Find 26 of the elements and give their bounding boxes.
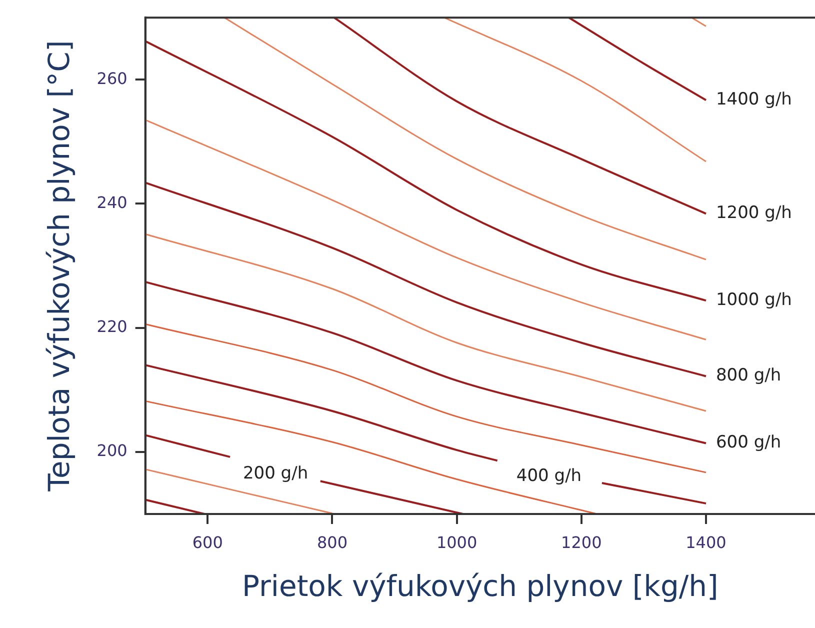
series-label: 600 g/h [716,432,782,453]
line-series [145,119,707,340]
line-series [224,18,707,260]
x-tick-label: 1400 [686,532,726,552]
x-tick-label: 600 [192,532,223,552]
series-label: 1000 g/h [716,290,792,310]
series-label: 200 g/h [242,463,308,484]
series-label: 1200 g/h [716,203,792,224]
y-tick-label: 260 [96,68,128,88]
line-series [145,40,707,302]
series-label: 800 g/h [716,366,782,386]
line-series [145,182,707,378]
line-series [145,400,598,514]
y-tick-label: 240 [96,192,128,212]
series-label: 400 g/h [516,466,582,486]
y-tick-label: 220 [96,317,128,336]
y-tick-label: 200 [96,441,128,460]
x-axis-title: Prietok výfukových plynov [kg/h] [242,569,718,604]
line-series [145,233,707,412]
line-series [145,280,707,444]
x-tick-label: 1200 [561,532,602,552]
y-axis-title: Teplota výfukových plynov [°C] [42,40,76,492]
series-label: 1400 g/h [716,90,792,110]
line-series [333,18,707,215]
x-tick-label: 800 [316,532,348,552]
x-tick-label: 1000 [436,532,478,552]
